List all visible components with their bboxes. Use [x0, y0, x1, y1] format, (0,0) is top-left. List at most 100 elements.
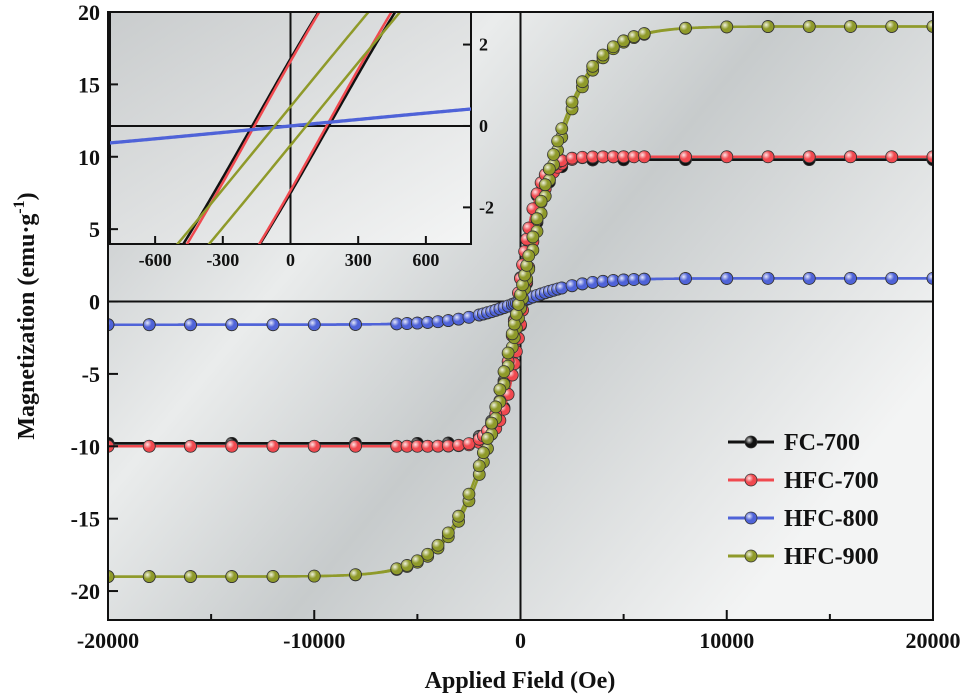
data-point-highlight: [535, 195, 548, 208]
inset-x-tick-label: 300: [345, 250, 372, 270]
inset-series-HFC-700: [185, 12, 393, 244]
data-point-highlight: [184, 440, 197, 453]
x-tick-label: -20000: [77, 628, 139, 653]
data-point-highlight: [421, 316, 434, 329]
data-point-highlight: [844, 150, 857, 163]
data-point-highlight: [679, 22, 692, 35]
data-point-highlight: [477, 446, 490, 459]
inset-series-FC-700: [181, 12, 397, 244]
data-point-highlight: [267, 570, 279, 583]
data-point-highlight: [927, 272, 933, 285]
legend-marker-highlight: [745, 512, 757, 524]
legend-item-HFC-900: HFC-900: [728, 544, 879, 570]
legend-marker-highlight: [745, 550, 757, 562]
data-point-highlight: [421, 440, 434, 453]
y-tick-label: -5: [82, 362, 100, 387]
legend-label: HFC-900: [784, 544, 879, 570]
data-point-highlight: [462, 488, 475, 501]
data-point-highlight: [720, 150, 733, 163]
inset-ticks: -600 -300 0 300 600 2 0 -2: [139, 35, 494, 270]
data-point-highlight: [489, 400, 502, 413]
y-tick-label: 15: [78, 72, 100, 97]
data-point-highlight: [607, 274, 620, 287]
data-point-highlight: [638, 273, 651, 286]
legend-label: FC-700: [784, 430, 860, 456]
data-point-highlight: [607, 150, 620, 163]
y-tick-label: 5: [89, 217, 100, 242]
data-point-highlight: [452, 313, 465, 326]
data-point-highlight: [308, 318, 321, 331]
data-point-highlight: [803, 20, 816, 33]
data-point-highlight: [927, 150, 933, 163]
inset-series-line-FC-700: [258, 12, 397, 244]
data-point-highlight: [143, 318, 156, 331]
data-point-highlight: [514, 288, 527, 301]
data-point-highlight: [512, 298, 525, 311]
data-point-highlight: [485, 417, 498, 430]
data-point-highlight: [452, 510, 465, 523]
y-tick-label: -20: [71, 579, 100, 604]
inset: -600 -300 0 300 600 2 0 -2: [109, 11, 494, 270]
data-point-highlight: [508, 318, 521, 331]
data-point-highlight: [576, 151, 589, 164]
inset-series-group: [110, 12, 471, 244]
x-tick-label: 10000: [699, 628, 754, 653]
data-point-highlight: [762, 150, 774, 163]
data-point-highlight: [349, 568, 362, 581]
inset-x-tick-label: 0: [286, 250, 295, 270]
legend-label: HFC-800: [784, 506, 879, 532]
data-point-highlight: [531, 212, 543, 225]
main-ticks: -20000 -10000 0 10000 20000-20-15-10-5051015…: [71, 0, 961, 653]
data-point-highlight: [481, 432, 494, 445]
data-point-highlight: [586, 276, 599, 289]
y-tick-label: -10: [71, 434, 100, 459]
data-point-highlight: [442, 439, 455, 452]
data-point-highlight: [267, 440, 279, 453]
data-point-highlight: [308, 440, 321, 453]
data-point-highlight: [411, 317, 424, 330]
data-point-highlight: [520, 259, 533, 272]
data-point-highlight: [627, 273, 640, 286]
data-point-highlight: [452, 439, 465, 452]
data-point-highlight: [885, 150, 898, 163]
data-point-highlight: [462, 437, 475, 450]
data-point-highlight: [607, 40, 620, 53]
data-point-highlight: [844, 272, 857, 285]
inset-y-tick-label: 2: [479, 35, 488, 55]
data-point-highlight: [390, 317, 403, 330]
inset-series-line-FC-700: [181, 12, 320, 244]
data-point-highlight: [411, 554, 424, 567]
data-point-highlight: [638, 150, 651, 163]
data-point-highlight: [401, 317, 414, 330]
data-point-highlight: [308, 570, 321, 583]
main-series-group: [108, 20, 933, 583]
data-point-highlight: [184, 318, 197, 331]
data-point-highlight: [555, 281, 568, 294]
inset-series-line-HFC-800: [110, 107, 471, 144]
y-axis-title-main: Magnetization (emu·g: [14, 214, 40, 440]
data-point-highlight: [543, 163, 556, 176]
data-point-highlight: [762, 20, 774, 33]
x-tick-label: 20000: [906, 628, 961, 653]
data-point-highlight: [762, 272, 774, 285]
data-point-highlight: [885, 20, 898, 33]
data-point-highlight: [617, 273, 630, 286]
inset-x-tick-label: 600: [412, 250, 439, 270]
data-point-highlight: [506, 327, 519, 340]
inset-x-tick-label: -600: [139, 250, 172, 270]
inset-series-line-HFC-900: [175, 12, 371, 244]
data-point-highlight: [566, 279, 579, 292]
data-point-highlight: [349, 318, 362, 331]
data-point-highlight: [493, 383, 506, 396]
data-point-highlight: [539, 178, 552, 191]
data-point-highlight: [720, 272, 733, 285]
data-point-highlight: [421, 548, 434, 561]
data-point-highlight: [498, 365, 510, 378]
data-point-highlight: [627, 30, 640, 43]
data-point-highlight: [225, 570, 238, 583]
data-point-highlight: [390, 440, 403, 453]
data-point-highlight: [576, 75, 589, 88]
y-axis-title-close: ): [14, 192, 40, 200]
data-point-highlight: [597, 275, 609, 288]
